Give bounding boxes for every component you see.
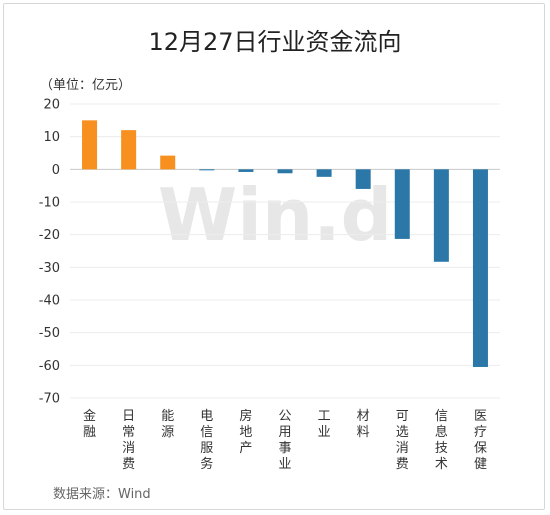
y-tick-label: 0 <box>52 163 60 178</box>
category-label: 房地产 <box>239 408 252 456</box>
category-label: 材料 <box>357 409 370 440</box>
bar-2 <box>160 155 176 170</box>
chart-frame <box>3 3 545 510</box>
category-label: 公用事业 <box>278 409 291 472</box>
y-tick-label: -50 <box>39 326 60 341</box>
bar-1 <box>121 130 137 170</box>
data-source: 数据来源：Wind <box>53 487 151 502</box>
y-tick-label: -70 <box>39 392 60 407</box>
y-tick-label: -30 <box>39 261 60 276</box>
y-tick-label: -20 <box>39 228 60 243</box>
y-tick-label: -40 <box>39 294 60 309</box>
category-label: 信息技术 <box>435 409 448 472</box>
bar-7 <box>355 169 371 189</box>
category-label: 工业 <box>318 409 331 440</box>
unit-label: （单位：亿元） <box>40 78 132 93</box>
bar-10 <box>472 169 488 367</box>
bar-5 <box>277 169 293 174</box>
bar-9 <box>433 169 449 262</box>
category-label: 日常消费 <box>122 409 135 472</box>
bar-6 <box>316 169 332 177</box>
category-label: 可选消费 <box>396 409 409 472</box>
bar-3 <box>199 169 215 171</box>
category-label: 电信服务 <box>200 409 213 472</box>
bar-4 <box>238 169 254 172</box>
y-tick-label: 10 <box>43 130 60 145</box>
y-tick-label: -60 <box>39 359 60 374</box>
category-label: 医疗保健 <box>474 409 487 472</box>
y-tick-label: -10 <box>39 196 60 211</box>
watermark: Win.d <box>158 173 392 257</box>
category-label: 金融 <box>83 408 96 440</box>
category-label: 能源 <box>161 409 174 440</box>
y-tick-label: 20 <box>43 98 60 113</box>
bar-0 <box>82 120 98 170</box>
chart-title: 12月27日行业资金流向 <box>148 28 402 56</box>
bar-8 <box>394 169 410 239</box>
